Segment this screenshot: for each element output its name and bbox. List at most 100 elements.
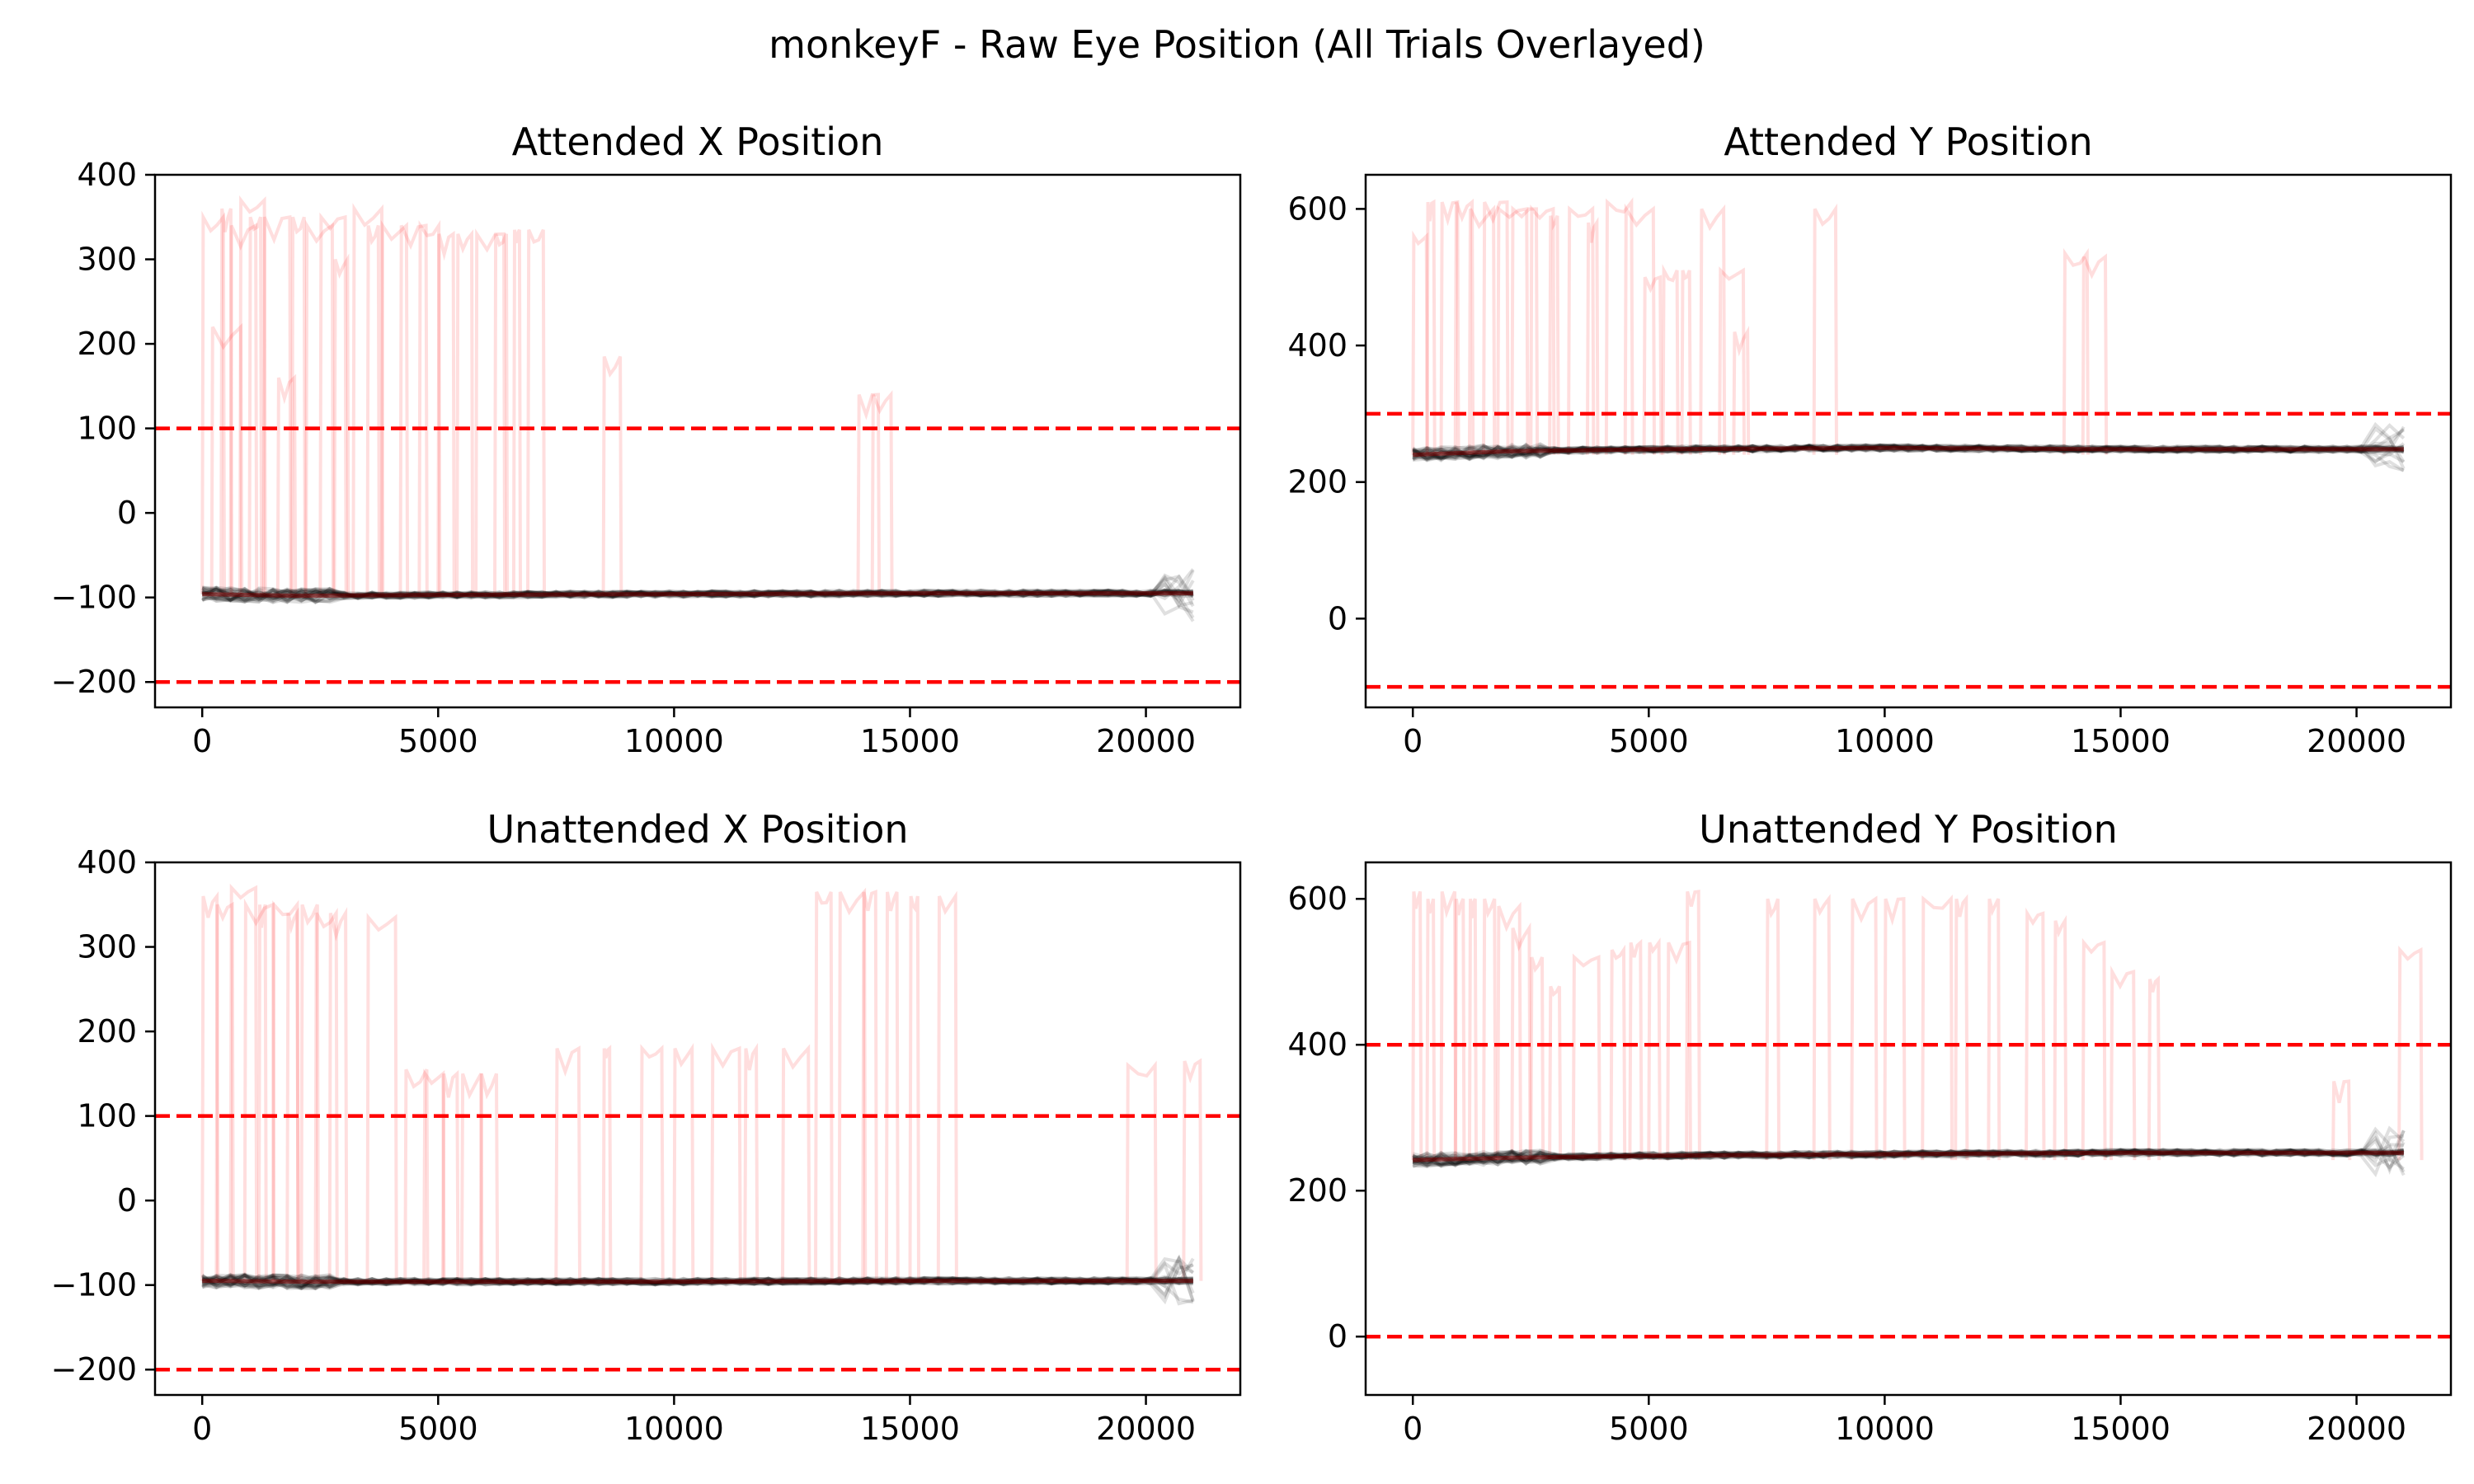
invalid-trial-trace [1812,203,1838,455]
valid-trial-trace [1412,443,2404,462]
y-tick-label: 0 [117,1182,137,1219]
invalid-trial-trace [1482,200,1510,455]
mean-trace [202,591,1193,599]
subplot-title: Unattended Y Position [1699,807,2118,852]
invalid-trial-trace [238,195,267,594]
x-tick-label: 0 [192,723,212,759]
invalid-trial-trace [228,883,259,1281]
invalid-trial-trace [459,1073,484,1281]
invalid-trial-trace [936,890,958,1281]
axes-frame [153,173,1242,709]
y-tick-label: 400 [1287,327,1348,364]
invalid-trial-trace [861,890,878,1281]
invalid-trial-trace [1987,898,2001,1161]
invalid-trial-trace [672,1043,695,1281]
plot-area [1411,197,2406,472]
invalid-trial-trace [332,253,350,594]
x-tick-label: 10000 [624,723,724,759]
invalid-trial-trace [2397,945,2424,1161]
y-tick-label: 300 [77,929,137,965]
x-tick-label: 5000 [1609,723,1689,759]
invalid-trial-trace [1642,275,1663,455]
y-tick-label: 600 [1287,190,1348,227]
invalid-trial-trace [856,392,882,594]
invalid-trial-trace [275,373,298,594]
y-tick-label: 200 [77,1013,137,1050]
invalid-trial-trace [1439,890,1458,1161]
invalid-trial-trace [1661,264,1680,455]
invalid-trial-trace [379,219,410,594]
invalid-trial-trace [271,899,300,1281]
subplot-2: Attended Y Position 0 5000 10000 15000 20000 0… [1287,120,2453,759]
y-tick-label: −200 [51,1351,137,1388]
invalid-trial-trace [1467,204,1497,455]
invalid-trial-trace [318,212,348,594]
invalid-trial-trace [1182,1058,1203,1281]
invalid-trial-trace [2025,907,2046,1161]
invalid-trial-trace [1850,895,1879,1161]
invalid-trial-trace [710,1042,742,1281]
invalid-trial-trace [2331,1079,2352,1161]
x-tick-label: 20000 [1096,1411,1196,1447]
invalid-trial-trace [398,223,429,594]
invalid-trial-trace [1453,198,1475,455]
invalid-trial-trace [256,904,268,1281]
y-tick-label: −100 [51,1267,137,1303]
invalid-trial-trace [1628,938,1644,1161]
mean-trace [1413,445,2404,458]
invalid-trial-trace [1453,898,1466,1161]
invalid-trial-trace [743,1042,760,1281]
invalid-trial-trace [1666,940,1692,1161]
y-tick-label: 200 [77,326,137,362]
y-tick-label: 600 [1287,881,1348,917]
y-tick-label: 0 [1328,600,1348,636]
x-tick-label: 15000 [860,723,960,759]
invalid-trial-trace [2081,253,2109,455]
invalid-trial-trace [554,1045,581,1281]
invalid-trial-trace [526,228,546,594]
invalid-trial-trace [1954,894,1969,1161]
invalid-trial-trace [2053,914,2068,1161]
invalid-trial-trace [2062,247,2090,455]
x-tick-label: 10000 [1835,1411,1935,1447]
invalid-trial-trace [1510,205,1540,455]
invalid-trial-trace [1439,200,1460,455]
mean-trace [1413,1150,2404,1162]
x-tick-label: 10000 [1835,723,1935,759]
x-tick-label: 0 [192,1411,212,1447]
x-tick-label: 0 [1403,1411,1423,1447]
invalid-trial-trace [2081,937,2107,1161]
y-tick-label: 200 [1287,1172,1348,1209]
invalid-trial-trace [1623,203,1656,455]
invalid-trial-trace [474,228,507,594]
invalid-trial-trace [1482,898,1498,1161]
invalid-trial-trace [1496,205,1530,455]
invalid-trial-trace [1571,953,1602,1161]
invalid-trial-trace [1718,266,1746,455]
subplot-title: Unattended X Position [487,807,908,852]
invalid-trial-trace [1425,898,1437,1161]
mean-trace [202,1279,1193,1284]
invalid-trial-trace [209,322,244,594]
invalid-trial-trace [242,898,276,1281]
invalid-trial-trace [285,907,300,1281]
invalid-trial-trace [289,216,307,594]
subplot-title: Attended X Position [512,120,884,164]
invalid-trial-trace [601,355,623,594]
invalid-trial-trace [511,228,522,594]
y-tick-label: 200 [1287,464,1348,500]
invalid-trial-trace [1680,270,1692,455]
invalid-trial-trace [403,1068,430,1281]
subplot-title: Attended Y Position [1724,120,2092,164]
invalid-trial-trace [247,216,264,594]
invalid-trial-trace [455,229,475,594]
invalid-trial-trace [351,203,385,594]
valid-trial-trace [1412,1148,2405,1165]
subplot-1: Attended X Position 0 5000 10000 15000 20000 −… [51,120,1242,759]
invalid-trial-trace [219,208,234,594]
invalid-trial-trace [814,891,834,1281]
invalid-trial-trace [327,907,349,1281]
